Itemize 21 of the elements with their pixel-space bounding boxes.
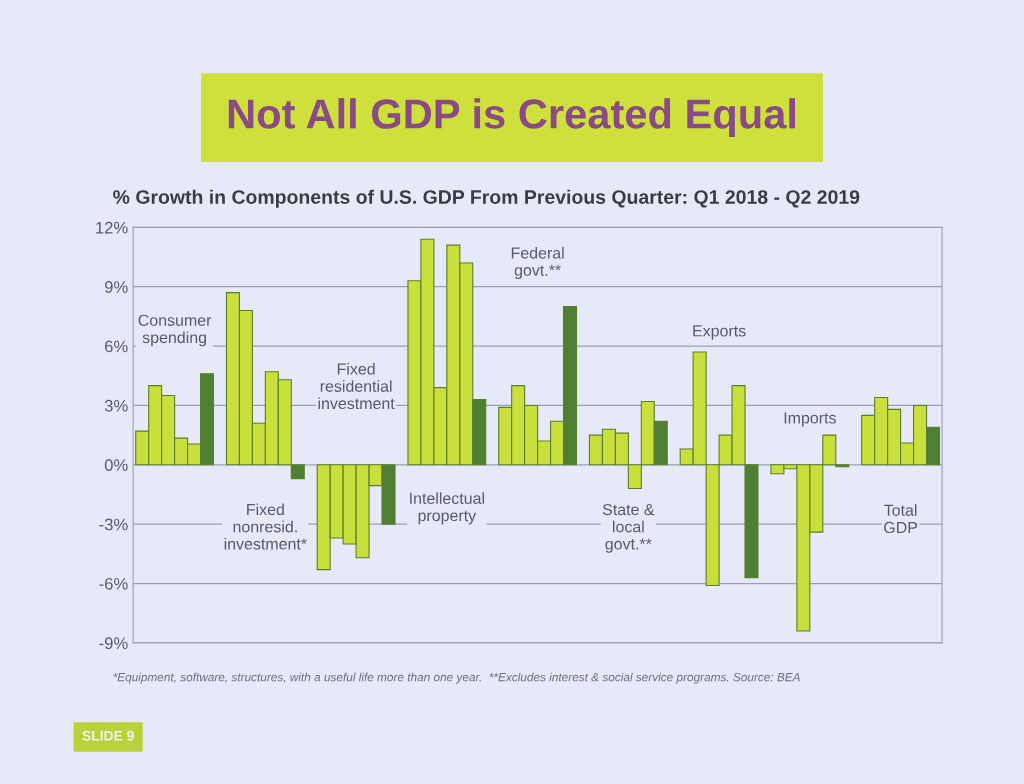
text: *Equipment, software, structures, with a useful life more than one year. **Excludes interest & social service programs. Source: BEA bbox=[113, 672, 800, 684]
annotation: Consumer spending bbox=[138, 314, 212, 347]
y-tick-label: -6% bbox=[99, 577, 128, 590]
y-tick-label: 12% bbox=[96, 221, 128, 234]
annotation: Intellectual property bbox=[410, 492, 484, 525]
annotation: State & local govt.** bbox=[602, 503, 655, 553]
y-tick-label: -3% bbox=[99, 518, 128, 531]
text: SLIDE 9 bbox=[82, 730, 134, 741]
annotation: Fixed nonresid. investment* bbox=[224, 503, 307, 550]
chart-subtitle: % Growth in Components of U.S. GDP From Previous Quarter: Q1 2018 - Q2 2019 bbox=[113, 189, 860, 208]
y-tick-label: 0% bbox=[104, 459, 128, 471]
annotation: Imports bbox=[784, 412, 836, 427]
y-tick-label: 9% bbox=[104, 281, 128, 293]
annotation: Exports bbox=[693, 325, 746, 340]
y-tick-label: -9% bbox=[99, 637, 128, 650]
chart-title: Not All GDP is Created Equal bbox=[228, 98, 796, 138]
y-tick-label: 6% bbox=[105, 340, 128, 353]
annotation: Total GDP bbox=[884, 504, 918, 534]
annotation: Federal govt.** bbox=[511, 246, 564, 280]
y-tick-label: 3% bbox=[104, 399, 128, 412]
annotation: Fixed residential investment bbox=[318, 362, 395, 410]
